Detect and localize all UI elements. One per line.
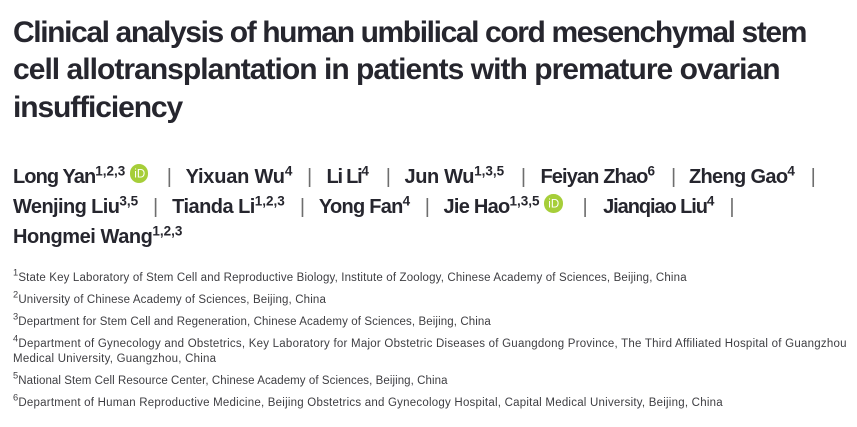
svg-text:iD: iD — [134, 169, 145, 181]
svg-text:iD: iD — [549, 199, 560, 211]
